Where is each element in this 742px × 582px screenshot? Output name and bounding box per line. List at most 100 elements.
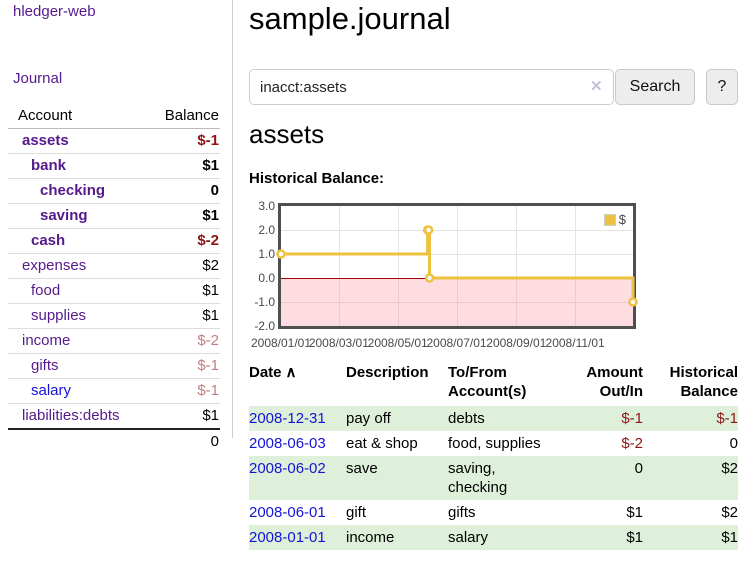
y-axis-tick-label: -2.0 (254, 319, 275, 333)
transaction-description: eat & shop (346, 435, 418, 452)
transaction-accounts: gifts (448, 504, 476, 521)
x-axis-tick-label: 2008/05/01 (367, 336, 428, 350)
accounts-table-header: Account Balance (8, 103, 220, 129)
historical-balance-chart: $ 3.0 2.0 1.0 0.0 -1.0 -2.0 2008/01/01 2008/03/… (249, 196, 738, 356)
account-row: saving $1 (8, 203, 220, 229)
account-balance: $1 (149, 278, 220, 304)
transaction-date-link[interactable]: 2008-12-31 (249, 410, 326, 427)
transaction-description: gift (346, 504, 367, 521)
account-link[interactable]: cash (31, 232, 66, 249)
search-form: ✕ Search ? (249, 69, 738, 105)
gridline-vertical (575, 206, 576, 326)
transaction-row: 2008-12-31 pay off debts $-1 $-1 (249, 406, 738, 431)
app-title-link[interactable]: hledger-web (13, 3, 96, 20)
balance-series (276, 225, 638, 307)
account-row: supplies $1 (8, 303, 220, 329)
gridline-horizontal (281, 254, 633, 255)
chart-legend: $ (601, 211, 628, 228)
accounts-total-row: 0 (8, 428, 220, 454)
x-axis-tick-label: 2008/11/01 (545, 336, 605, 350)
page-title: sample.journal (249, 1, 451, 36)
column-header-balance: Historical Balance (669, 364, 738, 400)
main-content: sample.journal ✕ Search ? assets Histori… (249, 0, 738, 582)
account-balance: 0 (149, 178, 220, 204)
sidebar-item-journal[interactable]: Journal (13, 70, 63, 87)
account-balance: $-1 (149, 353, 220, 379)
transaction-balance: $2 (721, 460, 738, 477)
account-link[interactable]: income (22, 332, 71, 349)
account-balance: $-2 (149, 328, 220, 354)
chart-plot-area: $ (276, 203, 638, 329)
transaction-row: 2008-06-01 gift gifts $1 $2 (249, 500, 738, 525)
chart-title: Historical Balance: (249, 170, 385, 187)
transaction-accounts: debts (448, 410, 485, 427)
account-balance: $-2 (149, 228, 220, 254)
account-balance: $1 (149, 203, 220, 229)
gridline-vertical (457, 206, 458, 326)
transaction-row: 2008-06-02 save saving, checking 0 $2 (249, 456, 738, 500)
account-balance: $1 (149, 403, 220, 429)
account-link[interactable]: assets (22, 132, 69, 149)
transaction-amount: $1 (626, 504, 643, 521)
search-input[interactable] (249, 69, 614, 105)
account-link[interactable]: bank (31, 157, 67, 174)
gridline-horizontal (281, 302, 633, 303)
transaction-amount: $-1 (621, 410, 643, 427)
legend-label: $ (618, 212, 626, 227)
y-axis-tick-label: -1.0 (254, 295, 275, 309)
account-link[interactable]: liabilities:debts (22, 407, 120, 424)
accounts-table: Account Balance assets $-1 bank $1 checking 0… (8, 103, 220, 454)
transaction-date-link[interactable]: 2008-06-01 (249, 504, 326, 521)
sort-asc-icon: ∧ (285, 364, 297, 381)
y-axis-tick-label: 2.0 (258, 223, 275, 237)
transaction-balance: $1 (721, 529, 738, 546)
transaction-date-link[interactable]: 2008-06-03 (249, 435, 326, 452)
account-balance: $1 (149, 303, 220, 329)
transaction-row: 2008-01-01 income salary $1 $1 (249, 525, 738, 550)
accounts-total-value: 0 (149, 428, 220, 454)
transaction-accounts: saving, checking (448, 460, 508, 496)
account-link[interactable]: checking (40, 182, 106, 199)
transaction-balance: 0 (729, 435, 738, 452)
x-axis-tick-label: 2008/07/01 (426, 336, 487, 350)
account-link[interactable]: supplies (31, 307, 87, 324)
account-row: bank $1 (8, 153, 220, 179)
transaction-date-link[interactable]: 2008-01-01 (249, 529, 326, 546)
gridline-horizontal (281, 230, 633, 231)
account-link[interactable]: saving (40, 207, 88, 224)
account-balance: $2 (149, 253, 220, 279)
account-row: checking 0 (8, 178, 220, 204)
accounts-header-account: Account (8, 103, 150, 129)
legend-swatch-icon (603, 213, 616, 226)
account-balance: $-1 (197, 132, 219, 149)
search-button[interactable]: Search (615, 69, 695, 105)
help-button[interactable]: ? (706, 69, 738, 105)
account-link[interactable]: gifts (31, 357, 59, 374)
clear-search-icon[interactable]: ✕ (590, 78, 603, 95)
transaction-accounts: salary (448, 529, 489, 546)
transactions-header-row: Date ∧ Description To/From Account(s) Amo… (249, 363, 738, 406)
account-row: salary $-1 (8, 378, 220, 404)
account-row: expenses $2 (8, 253, 220, 279)
transaction-amount: $-2 (621, 435, 643, 452)
x-axis-tick-label: 2008/09/01 (486, 336, 547, 350)
transaction-row: 2008-06-03 eat & shop food, supplies $-2 0 (249, 431, 738, 456)
transaction-description: pay off (346, 410, 391, 427)
y-axis-tick-label: 0.0 (258, 271, 275, 285)
account-heading: assets (249, 119, 325, 149)
transactions-table: Date ∧ Description To/From Account(s) Amo… (249, 363, 738, 550)
account-link[interactable]: food (31, 282, 61, 299)
column-header-date[interactable]: Date ∧ (249, 364, 297, 381)
transaction-balance: $2 (721, 504, 738, 521)
account-link[interactable]: salary (31, 382, 72, 399)
x-axis-tick-label: 2008/03/01 (308, 336, 369, 350)
gridline-vertical (398, 206, 399, 326)
account-row: gifts $-1 (8, 353, 220, 379)
account-row: liabilities:debts $1 (8, 403, 220, 429)
gridline-vertical (339, 206, 340, 326)
account-row: income $-2 (8, 328, 220, 354)
transaction-accounts: food, supplies (448, 435, 541, 452)
transaction-date-link[interactable]: 2008-06-02 (249, 460, 326, 477)
account-link[interactable]: expenses (22, 257, 87, 274)
x-axis-tick-label: 2008/01/01 (250, 336, 312, 350)
